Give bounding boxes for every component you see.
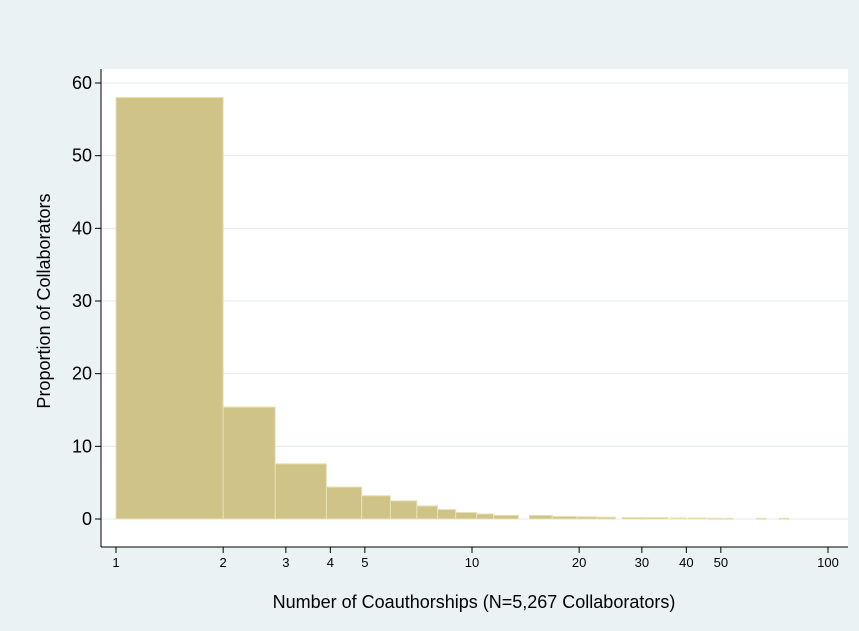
histogram-bar [325,486,363,520]
x-tick-label: 10 [465,555,479,570]
histogram-bar [389,500,418,520]
y-tick-label: 30 [72,291,92,311]
x-tick-label: 20 [572,555,586,570]
histogram-bar [687,517,707,520]
histogram-bar [596,516,617,520]
y-tick-label: 50 [72,146,92,166]
y-axis-title: Proportion of Collaborators [34,193,54,408]
x-tick-label: 4 [327,555,334,570]
y-tick-label: 40 [72,218,92,238]
histogram-bar [778,517,790,520]
histogram-bar [621,517,648,520]
histogram-bar [115,97,224,520]
x-axis-title: Number of Coauthorships (N=5,267 Collabo… [273,592,676,612]
histogram-bar [528,514,553,520]
histogram-bar [551,515,578,520]
histogram-bar [416,505,439,520]
histogram-bar [756,517,767,520]
histogram-bar [493,514,519,520]
x-tick-label: 100 [817,555,839,570]
histogram-bar [723,517,734,520]
y-tick-label: 10 [72,436,92,456]
x-tick-label: 2 [220,555,227,570]
x-tick-label: 3 [282,555,289,570]
y-tick-label: 20 [72,364,92,384]
histogram-bar [476,513,495,520]
x-tick-label: 50 [714,555,728,570]
x-axis: 1 2 3 4 5 10 20 30 40 50 100 [101,546,848,570]
histogram-bar [274,463,327,520]
x-tick-label: 40 [679,555,693,570]
y-axis: 0 10 20 30 40 50 60 [72,69,102,547]
y-tick-label: 60 [72,73,92,93]
bars [115,97,790,520]
histogram-bar [361,495,391,520]
x-tick-label: 1 [112,555,119,570]
y-tick-label: 0 [82,509,92,529]
histogram-bar [576,516,598,520]
histogram-bar [222,406,276,520]
x-tick-label: 30 [635,555,649,570]
histogram-bar [437,509,457,520]
histogram-bar [646,517,669,520]
histogram-bar [669,517,687,520]
x-tick-label: 5 [361,555,368,570]
histogram-bar [455,511,478,520]
histogram-bar [707,517,723,520]
